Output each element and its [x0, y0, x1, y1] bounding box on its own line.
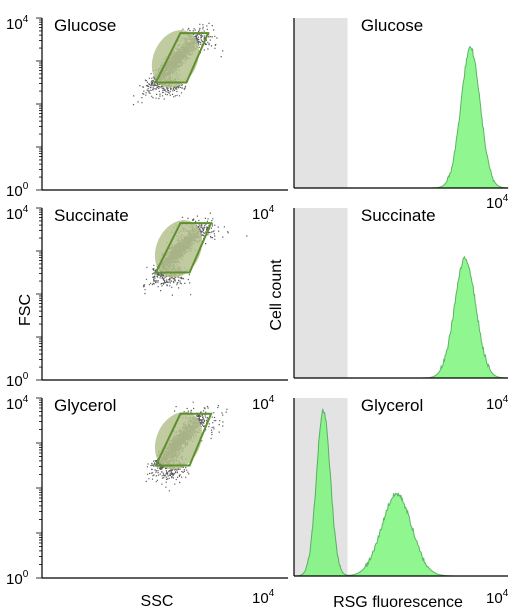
histogram-panel-glucose: Glucose: [293, 16, 509, 189]
scatter-y-min-label-base: 10: [6, 373, 23, 390]
histogram-x-max-label-exp: 4: [503, 193, 509, 204]
scatter-x-max-label-base: 10: [252, 396, 269, 413]
histogram-panel-label: Succinate: [361, 206, 436, 225]
histogram-x-axis-title: RSG fluorescence: [333, 594, 463, 611]
scatter-density-core: [154, 220, 203, 278]
scatter-y-min-label-exp: 0: [23, 569, 29, 580]
scatter-y-min-label-base: 10: [6, 571, 23, 588]
scatter-gate: [154, 32, 210, 84]
histogram-x-max-label: 104: [486, 193, 509, 212]
histogram-x-max-label-base: 10: [486, 590, 503, 607]
scatter-x-axis-title: SSC: [141, 593, 174, 610]
scatter-y-max-label-base: 10: [6, 16, 23, 33]
scatter-x-max-label-exp: 4: [269, 588, 275, 599]
scatter-x-max-label: 104: [252, 588, 275, 607]
scatter-y-min-label-base: 10: [6, 183, 23, 200]
scatter-y-max-label-exp: 4: [23, 14, 29, 25]
scatter-panel-label: Succinate: [54, 206, 129, 225]
scatter-y-min-label-exp: 0: [23, 371, 29, 382]
scatter-point-cloud: [145, 401, 228, 492]
histogram-x-max-label-base: 10: [486, 195, 503, 212]
scatter-density-core: [151, 30, 200, 88]
scatter-y-max-label: 104: [6, 394, 29, 413]
scatter-y-max-label-base: 10: [6, 206, 23, 223]
scatter-x-max-label: 104: [252, 204, 275, 223]
scatter-panel-label: Glucose: [54, 16, 116, 35]
scatter-x-max-label-base: 10: [252, 590, 269, 607]
scatter-y-min-label: 100: [6, 181, 29, 200]
histogram-curve: [294, 408, 508, 577]
scatter-points: [145, 401, 228, 492]
histogram-panel-succinate: Succinate: [293, 206, 509, 379]
scatter-y-max-label: 104: [6, 204, 29, 223]
histogram-x-max-label: 104: [486, 588, 509, 607]
scatter-density-core: [154, 412, 203, 470]
histogram-x-max-label-exp: 4: [503, 588, 509, 599]
histogram-panel-label: Glycerol: [361, 396, 423, 415]
scatter-panel-label: Glycerol: [54, 396, 116, 415]
histogram-panel-label: Glucose: [361, 16, 423, 35]
scatter-y-max-label-exp: 4: [23, 394, 29, 405]
scatter-x-max-label-exp: 4: [269, 394, 275, 405]
histogram-y-axis-title: Cell count: [268, 259, 285, 331]
scatter-gate: [154, 412, 213, 467]
histogram-panel-glycerol: Glycerol: [293, 396, 508, 577]
histogram-x-max-label-exp: 4: [503, 394, 509, 405]
scatter-gate: [154, 222, 213, 274]
scatter-y-max-label-exp: 4: [23, 204, 29, 215]
histogram-shaded-region: [294, 208, 348, 378]
scatter-y-min-label: 100: [6, 371, 29, 390]
scatter-x-max-label-exp: 4: [269, 204, 275, 215]
scatter-x-max-label-base: 10: [252, 206, 269, 223]
histogram-x-max-label-base: 10: [486, 396, 503, 413]
scatter-y-min-label-exp: 0: [23, 181, 29, 192]
scatter-y-axis-title: FSC: [17, 294, 34, 326]
scatter-y-max-label: 104: [6, 14, 29, 33]
histogram-shaded-region: [294, 18, 348, 188]
scatter-x-max-label: 104: [252, 394, 275, 413]
scatter-y-min-label: 100: [6, 569, 29, 588]
histogram-x-max-label: 104: [486, 394, 509, 413]
scatter-y-max-label-base: 10: [6, 396, 23, 413]
